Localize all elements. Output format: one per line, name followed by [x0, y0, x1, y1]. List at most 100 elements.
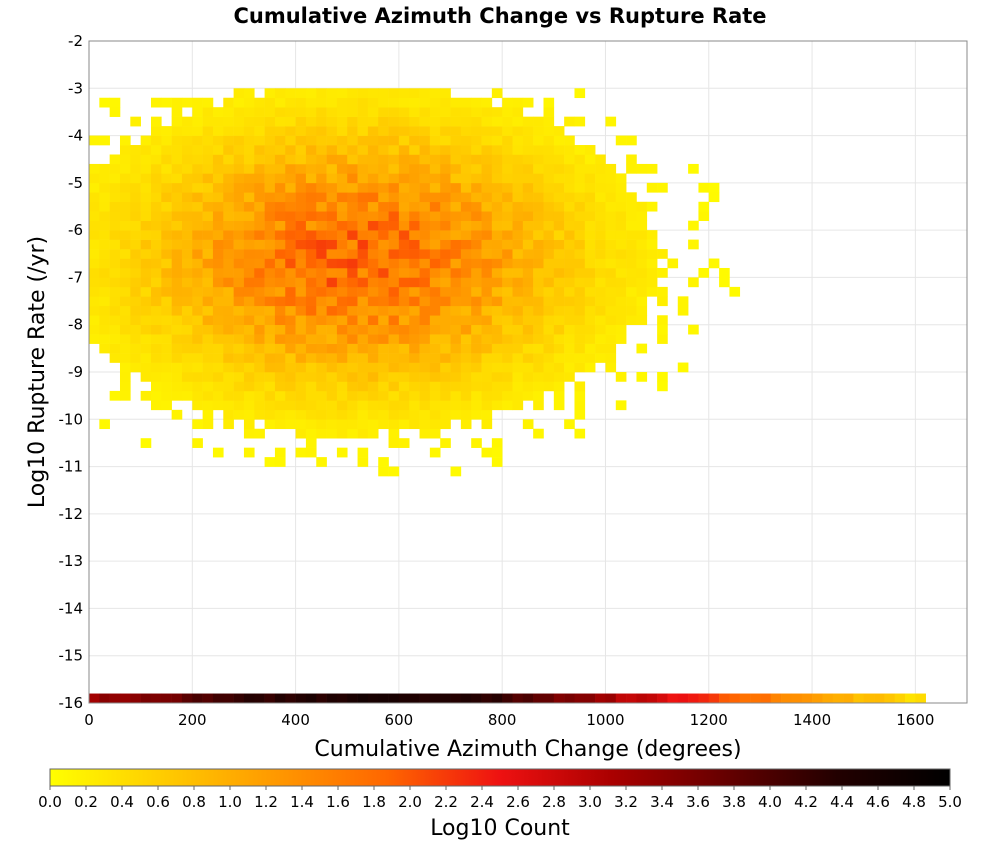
- heatmap-cell: [378, 230, 389, 240]
- heatmap-cell: [264, 296, 276, 307]
- heatmap-cell: [564, 239, 575, 250]
- heatmap-cell: [243, 258, 255, 269]
- heatmap-cell: [367, 163, 379, 174]
- heatmap-cell: [305, 97, 317, 108]
- heatmap-cell: [89, 305, 100, 316]
- heatmap-cell: [460, 220, 472, 231]
- heatmap-cell: [522, 343, 534, 354]
- heatmap-cell: [419, 372, 431, 382]
- heatmap-cell: [326, 145, 338, 155]
- heatmap-cell: [161, 353, 172, 363]
- heatmap-cell: [419, 296, 431, 307]
- heatmap-cell: [171, 107, 183, 117]
- heatmap-cell: [254, 390, 265, 401]
- heatmap-cell: [109, 343, 121, 354]
- heatmap-cell: [285, 343, 296, 354]
- heatmap-cell: [450, 145, 462, 155]
- heatmap-cell: [429, 315, 441, 326]
- heatmap-cell: [419, 400, 431, 411]
- heatmap-cell: [150, 324, 162, 335]
- bottom-row-cell: [254, 693, 265, 703]
- heatmap-cell: [533, 258, 544, 269]
- heatmap-cell: [130, 353, 141, 363]
- heatmap-cell: [491, 239, 503, 250]
- heatmap-cell: [243, 182, 255, 193]
- heatmap-cell: [357, 126, 369, 136]
- heatmap-cell: [564, 419, 575, 430]
- heatmap-cell: [584, 163, 596, 174]
- heatmap-cell: [533, 220, 544, 231]
- heatmap-cell: [202, 163, 214, 174]
- heatmap-cell: [491, 457, 503, 467]
- heatmap-cell: [357, 88, 369, 99]
- heatmap-cell: [388, 239, 400, 250]
- heatmap-cell: [419, 324, 431, 335]
- heatmap-cell: [89, 334, 100, 344]
- heatmap-cell: [574, 201, 586, 212]
- heatmap-cell: [388, 97, 400, 108]
- heatmap-cell: [398, 267, 410, 278]
- heatmap-cell: [130, 145, 141, 155]
- heatmap-cell: [646, 182, 658, 193]
- heatmap-cell: [584, 277, 596, 288]
- y-tick-label: -16: [59, 694, 84, 712]
- heatmap-cell: [378, 362, 389, 373]
- heatmap-cell: [378, 390, 389, 401]
- heatmap-cell: [553, 211, 565, 221]
- heatmap-cell: [481, 201, 493, 212]
- heatmap-cell: [212, 296, 224, 307]
- heatmap-cell: [212, 447, 224, 458]
- heatmap-cell: [440, 400, 451, 411]
- heatmap-cell: [574, 390, 586, 401]
- heatmap-cell: [119, 353, 131, 363]
- heatmap-cell: [357, 334, 369, 344]
- heatmap-cell: [264, 267, 276, 278]
- heatmap-cell: [440, 305, 451, 316]
- heatmap-cell: [429, 249, 441, 259]
- heatmap-cell: [264, 163, 276, 174]
- heatmap-cell: [471, 249, 482, 259]
- heatmap-cell: [564, 154, 575, 165]
- heatmap-cell: [316, 305, 327, 316]
- heatmap-cell: [130, 182, 141, 193]
- heatmap-cell: [233, 154, 245, 165]
- heatmap-cell: [502, 267, 513, 278]
- heatmap-cell: [460, 192, 472, 203]
- heatmap-cell: [460, 409, 472, 420]
- heatmap-cell: [305, 372, 317, 382]
- heatmap-cell: [202, 353, 214, 363]
- heatmap-cell: [264, 258, 276, 269]
- heatmap-cell: [429, 267, 441, 278]
- heatmap-cell: [429, 447, 441, 458]
- heatmap-cell: [295, 362, 307, 373]
- bottom-row-cell: [863, 693, 875, 703]
- heatmap-cell: [295, 107, 307, 117]
- bottom-row-cell: [388, 693, 400, 703]
- heatmap-cell: [491, 267, 503, 278]
- heatmap-cell: [130, 305, 141, 316]
- heatmap-cell: [357, 286, 369, 297]
- heatmap-cell: [316, 343, 327, 354]
- heatmap-cell: [233, 201, 245, 212]
- heatmap-cell: [223, 182, 234, 193]
- heatmap-cell: [502, 353, 513, 363]
- heatmap-cell: [450, 182, 462, 193]
- heatmap-cell: [336, 296, 348, 307]
- heatmap-cell: [450, 286, 462, 297]
- heatmap-cell: [140, 362, 152, 373]
- heatmap-cell: [460, 173, 472, 184]
- heatmap-cell: [99, 192, 110, 203]
- heatmap-cell: [429, 239, 441, 250]
- heatmap-cell: [202, 419, 214, 430]
- heatmap-cell: [419, 163, 431, 174]
- heatmap-cell: [636, 201, 648, 212]
- heatmap-cell: [698, 201, 710, 212]
- heatmap-cell: [140, 192, 152, 203]
- heatmap-cell: [378, 192, 389, 203]
- heatmap-cell: [502, 230, 513, 240]
- heatmap-cell: [295, 296, 307, 307]
- heatmap-cell: [584, 154, 596, 165]
- heatmap-cell: [657, 286, 668, 297]
- heatmap-cell: [440, 220, 451, 231]
- heatmap-cell: [574, 343, 586, 354]
